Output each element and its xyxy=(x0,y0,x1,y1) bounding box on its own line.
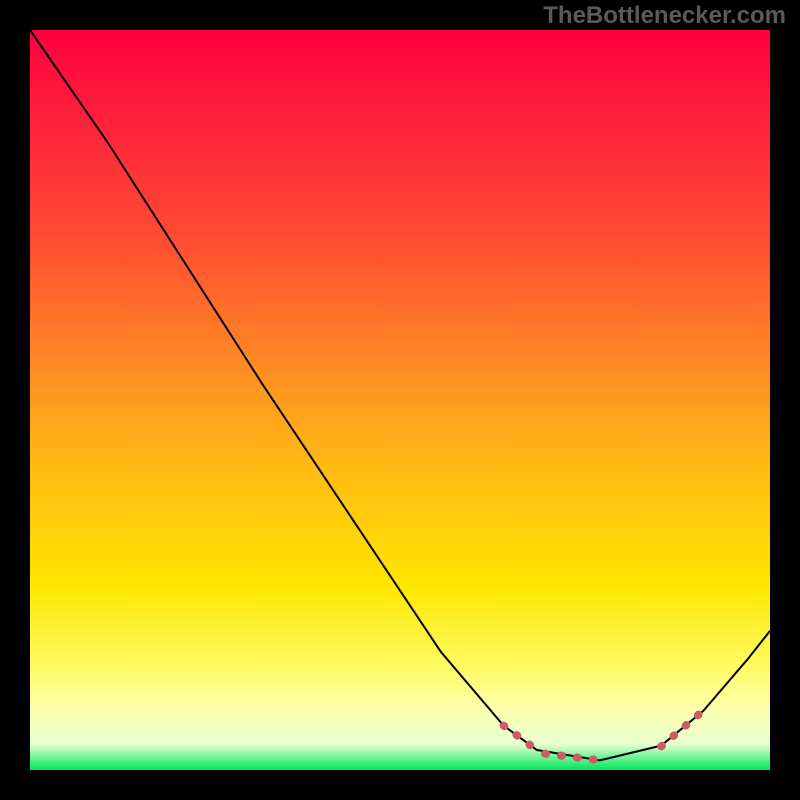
chart-canvas xyxy=(0,0,800,800)
bottleneck-curve-chart xyxy=(0,0,800,800)
watermark-text: TheBottlenecker.com xyxy=(543,2,786,30)
plot-background xyxy=(30,30,770,770)
